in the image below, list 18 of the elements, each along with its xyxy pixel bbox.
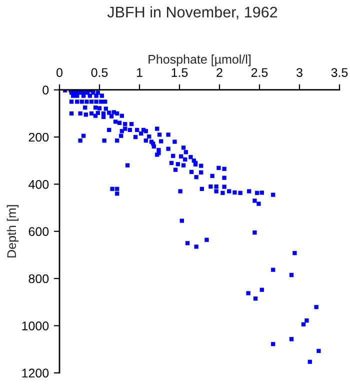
x-axis-title: Phosphate [µmol/l] (148, 54, 251, 66)
y-axis-title: Depth [m] (6, 205, 18, 258)
y-tick-label: 600 (28, 227, 49, 236)
x-tick-label: 1.5 (172, 68, 188, 77)
y-tick-label: 1000 (22, 321, 49, 330)
y-tick-label: 800 (28, 274, 49, 284)
x-tick-label: 3.5 (331, 68, 348, 77)
x-tick-label: 2.5 (251, 68, 268, 77)
y-tick-label: 1200 (22, 368, 49, 378)
y-tick-label: 400 (28, 180, 49, 189)
chart-title: JBFH in November, 1962 (107, 6, 278, 20)
x-tick-label: 0.5 (91, 68, 108, 77)
x-tick-label: 3 (296, 68, 302, 77)
y-tick-label: 200 (28, 132, 49, 142)
x-tick-label: 0 (56, 68, 62, 77)
y-tick-label: 0 (42, 86, 49, 95)
x-tick-label: 1 (136, 68, 142, 77)
x-tick-label: 2 (216, 68, 222, 77)
